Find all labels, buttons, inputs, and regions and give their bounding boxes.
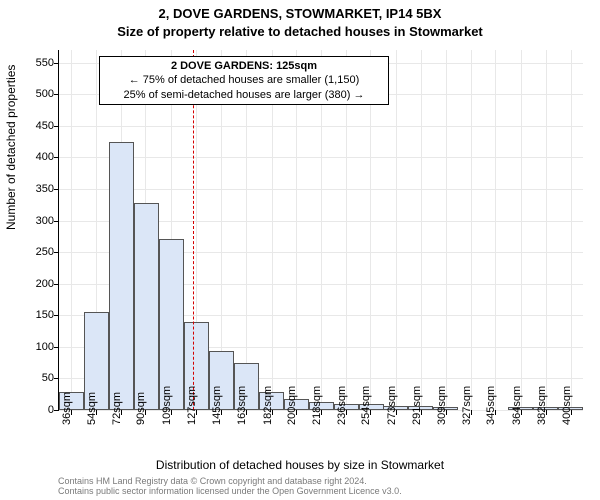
y-tick-label: 200 (14, 278, 54, 290)
annotation-line2: ← 75% of detached houses are smaller (1,… (104, 73, 384, 87)
annotation-box: 2 DOVE GARDENS: 125sqm ← 75% of detached… (99, 56, 389, 105)
chart-title-line2: Size of property relative to detached ho… (0, 24, 600, 39)
y-tick-mark (54, 94, 59, 95)
y-tick-label: 450 (14, 120, 54, 132)
y-tick-mark (54, 378, 59, 379)
y-tick-mark (54, 284, 59, 285)
chart-container: 2, DOVE GARDENS, STOWMARKET, IP14 5BX Si… (0, 0, 600, 500)
y-tick-label: 400 (14, 151, 54, 163)
y-tick-label: 550 (14, 57, 54, 69)
gridline-v (446, 50, 447, 410)
gridline-v (71, 50, 72, 410)
y-tick-label: 300 (14, 215, 54, 227)
gridline-v (571, 50, 572, 410)
footer-line2: Contains public sector information licen… (58, 486, 402, 496)
y-tick-mark (54, 221, 59, 222)
footer-line1: Contains HM Land Registry data © Crown c… (58, 476, 402, 486)
y-tick-label: 500 (14, 88, 54, 100)
annotation-line3: 25% of semi-detached houses are larger (… (104, 88, 384, 102)
gridline-v (521, 50, 522, 410)
y-tick-mark (54, 410, 59, 411)
gridline-v (471, 50, 472, 410)
y-tick-mark (54, 189, 59, 190)
plot-area: 2 DOVE GARDENS: 125sqm ← 75% of detached… (58, 50, 583, 411)
y-tick-label: 250 (14, 246, 54, 258)
footer-attribution: Contains HM Land Registry data © Crown c… (58, 476, 402, 497)
gridline-v (421, 50, 422, 410)
y-tick-label: 50 (14, 372, 54, 384)
gridline-v (495, 50, 496, 410)
y-tick-mark (54, 63, 59, 64)
histogram-bar (109, 142, 134, 410)
y-tick-mark (54, 347, 59, 348)
annotation-title: 2 DOVE GARDENS: 125sqm (104, 59, 384, 73)
x-axis-label: Distribution of detached houses by size … (0, 458, 600, 472)
gridline-v (546, 50, 547, 410)
histogram-bar (134, 203, 159, 410)
y-tick-mark (54, 126, 59, 127)
gridline-v (396, 50, 397, 410)
y-tick-label: 150 (14, 309, 54, 321)
y-tick-label: 100 (14, 341, 54, 353)
chart-title-line1: 2, DOVE GARDENS, STOWMARKET, IP14 5BX (0, 6, 600, 21)
y-tick-mark (54, 252, 59, 253)
y-tick-mark (54, 315, 59, 316)
y-tick-label: 350 (14, 183, 54, 195)
y-tick-label: 0 (14, 404, 54, 416)
histogram-bar (159, 239, 184, 410)
y-tick-mark (54, 157, 59, 158)
